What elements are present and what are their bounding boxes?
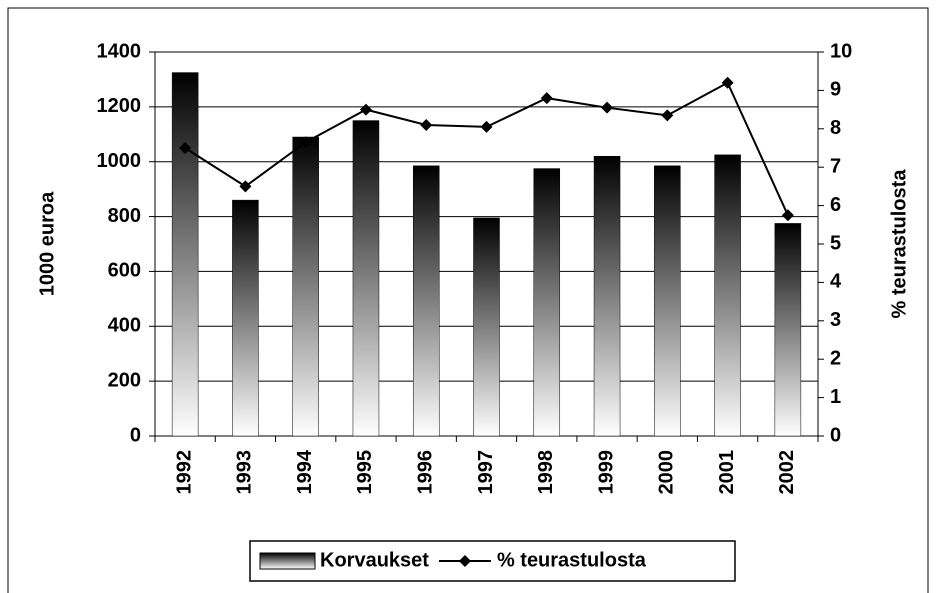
marker bbox=[179, 142, 192, 154]
x-tick-label: 1994 bbox=[294, 449, 316, 494]
x-tick-label: 1992 bbox=[173, 450, 195, 495]
x-tick-label: 1993 bbox=[234, 450, 256, 495]
x-tick-label: 1998 bbox=[535, 450, 557, 495]
bar bbox=[232, 199, 259, 437]
legend-marker bbox=[458, 555, 471, 567]
marker bbox=[601, 101, 614, 114]
marker bbox=[540, 92, 553, 105]
y2-tick-label: 10 bbox=[830, 40, 852, 62]
y2-tick-label: 0 bbox=[830, 424, 841, 446]
y2-tick-label: 9 bbox=[830, 79, 841, 101]
marker bbox=[420, 118, 433, 131]
y2-tick-label: 7 bbox=[830, 155, 841, 177]
bar bbox=[473, 217, 500, 437]
legend-swatch bbox=[259, 552, 316, 570]
x-tick-label: 1999 bbox=[595, 450, 617, 495]
marker bbox=[359, 103, 372, 116]
legend-label: % teurastulosta bbox=[497, 549, 647, 571]
y-tick-label: 200 bbox=[108, 369, 141, 391]
y-tick-label: 1400 bbox=[97, 40, 142, 62]
legend bbox=[249, 540, 736, 582]
y2-tick-label: 8 bbox=[830, 117, 841, 139]
y-tick-label: 1200 bbox=[97, 95, 142, 117]
marker bbox=[781, 209, 794, 222]
x-tick-label: 1997 bbox=[475, 450, 497, 495]
y-tick-label: 0 bbox=[130, 424, 141, 446]
y2-tick-label: 2 bbox=[830, 347, 841, 369]
y2-tick-label: 4 bbox=[830, 271, 842, 293]
x-tick-label: 2001 bbox=[716, 450, 738, 495]
marker bbox=[239, 180, 252, 193]
x-tick-label: 2002 bbox=[776, 450, 798, 495]
bar bbox=[412, 165, 440, 437]
line bbox=[184, 81, 789, 216]
x-tick-label: 1996 bbox=[415, 450, 437, 495]
x-tick-label: 1995 bbox=[354, 450, 376, 495]
y2-tick-label: 1 bbox=[830, 386, 841, 408]
marker bbox=[480, 120, 493, 133]
frame bbox=[7, 7, 929, 593]
bar bbox=[292, 136, 319, 437]
legend-label: Korvaukset bbox=[320, 549, 429, 571]
y2-tick-label: 3 bbox=[830, 309, 841, 331]
bar bbox=[593, 155, 621, 437]
bar bbox=[352, 120, 380, 437]
y2-axis-label: % teurastulosta bbox=[888, 169, 910, 319]
marker bbox=[661, 109, 674, 122]
marker bbox=[299, 136, 312, 149]
y2-tick-label: 5 bbox=[830, 232, 841, 254]
x-tick-label: 2000 bbox=[656, 450, 678, 495]
y-tick-label: 400 bbox=[108, 315, 141, 337]
bar bbox=[714, 154, 741, 437]
y-tick-label: 600 bbox=[108, 260, 141, 282]
bar bbox=[533, 168, 561, 437]
bar bbox=[774, 223, 802, 437]
y-tick-label: 800 bbox=[108, 205, 141, 227]
marker bbox=[721, 76, 734, 89]
y-axis-label: 1000 euroa bbox=[36, 191, 58, 296]
y2-tick-label: 6 bbox=[830, 194, 841, 216]
bar bbox=[171, 72, 199, 437]
y-tick-label: 1000 bbox=[97, 150, 142, 172]
bar bbox=[654, 165, 681, 437]
